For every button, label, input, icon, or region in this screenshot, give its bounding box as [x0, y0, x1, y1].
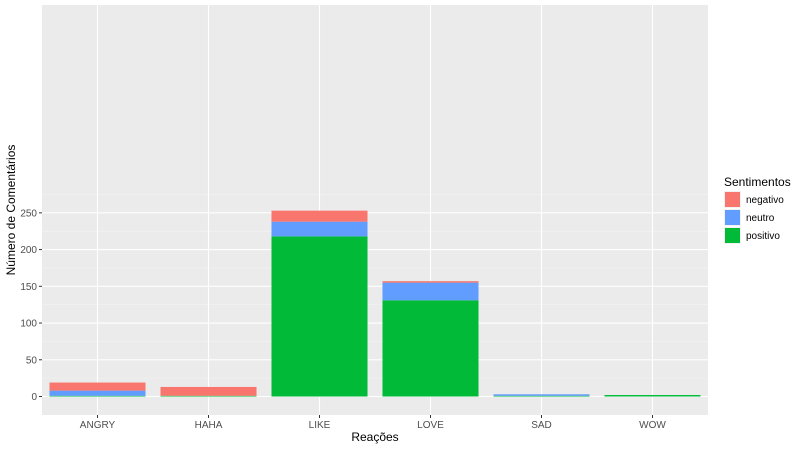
legend-label-negativo: negativo	[746, 195, 784, 206]
grid-lines	[42, 5, 708, 415]
legend-swatch-neutro	[725, 210, 740, 225]
x-tick-label: LOVE	[417, 420, 444, 431]
bar-love-positivo	[382, 300, 479, 397]
legend: Sentimentos negativo neutro positivo	[724, 175, 791, 244]
bar-angry-neutro	[49, 390, 146, 396]
legend-label-positivo: positivo	[746, 231, 780, 242]
x-tick-label: HAHA	[195, 420, 223, 431]
y-axis-title: Número de Comentários	[4, 145, 18, 276]
y-tick-label: 50	[26, 355, 38, 366]
y-axis: 0 50 100 150 200 250	[20, 208, 42, 403]
panel-background	[42, 5, 708, 415]
x-tick-label: ANGRY	[80, 420, 116, 431]
y-tick-label: 200	[20, 245, 37, 256]
legend-swatch-negativo	[725, 192, 740, 207]
bar-love-neutro	[382, 282, 479, 301]
bar-haha-positivo	[160, 395, 257, 397]
bar-sad-positivo	[493, 395, 590, 397]
legend-label-neutro: neutro	[746, 213, 775, 224]
legend-swatch-positivo	[725, 228, 740, 243]
x-tick-label: SAD	[531, 420, 552, 431]
bar-love-negativo	[382, 281, 479, 283]
bar-wow-positivo	[604, 395, 701, 397]
legend-title: Sentimentos	[724, 175, 791, 189]
bars	[49, 210, 701, 397]
y-tick-label: 150	[20, 282, 37, 293]
x-tick-label: WOW	[639, 420, 666, 431]
x-tick-label: LIKE	[309, 420, 331, 431]
bar-like-negativo	[271, 210, 368, 222]
bar-angry-negativo	[49, 382, 146, 391]
bar-sad-neutro	[493, 394, 590, 396]
y-tick-label: 250	[20, 208, 37, 219]
bar-like-neutro	[271, 221, 368, 237]
x-axis: ANGRY HAHA LIKE LOVE SAD WOW	[80, 415, 666, 431]
x-axis-title: Reações	[351, 430, 398, 444]
bar-angry-positivo	[49, 395, 146, 397]
y-tick-label: 0	[31, 392, 37, 403]
bar-like-positivo	[271, 236, 368, 397]
y-tick-label: 100	[20, 319, 37, 330]
bar-haha-negativo	[160, 386, 257, 396]
